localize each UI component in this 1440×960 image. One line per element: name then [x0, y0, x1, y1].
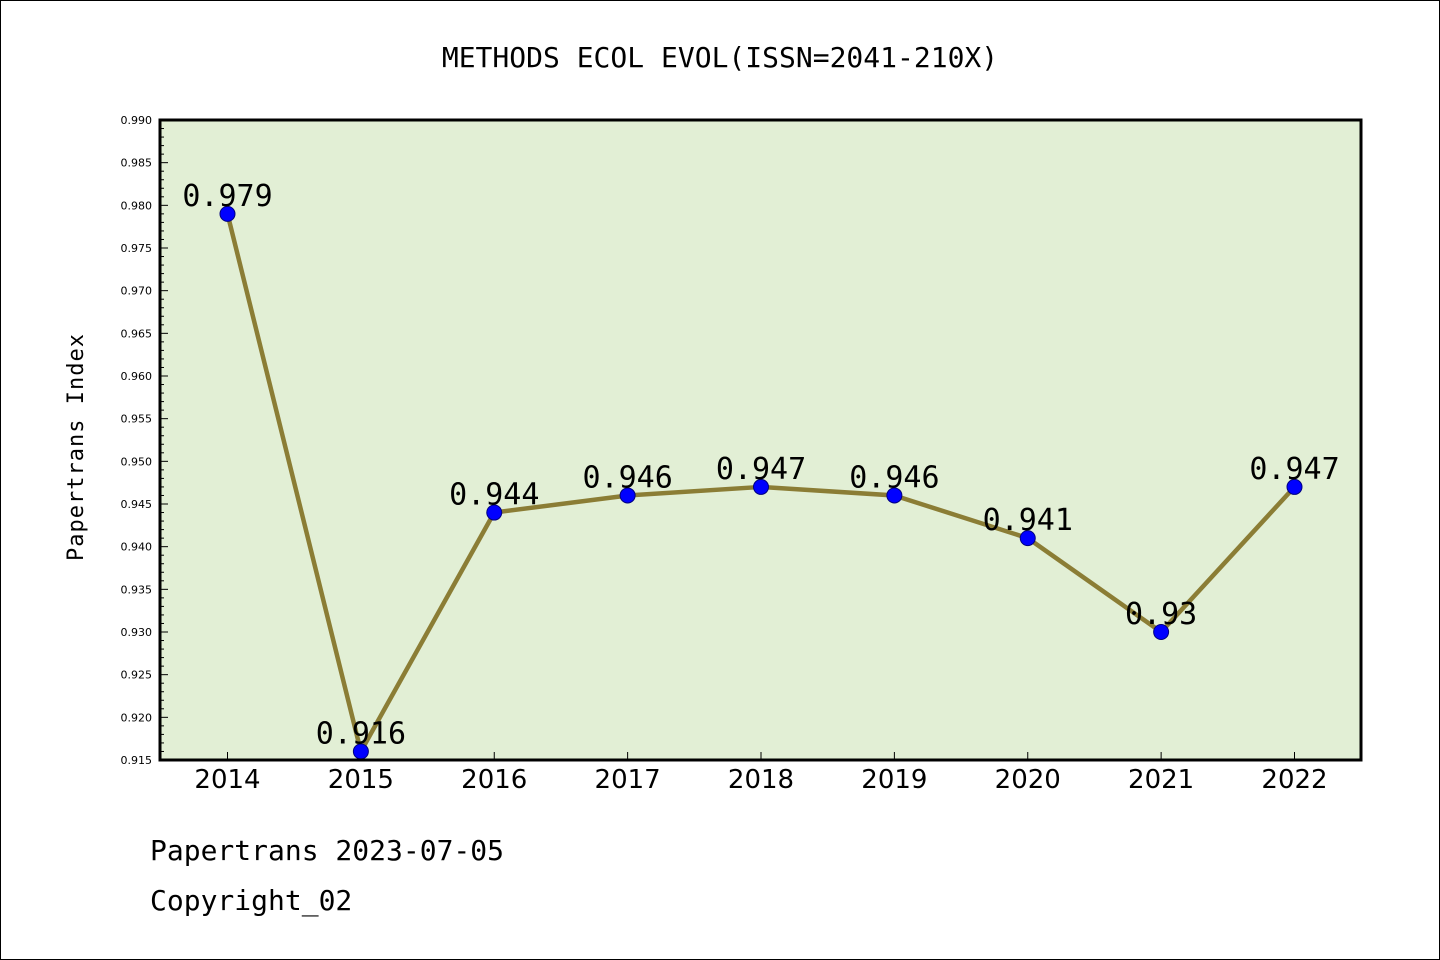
data-label: 0.93: [1125, 597, 1197, 632]
data-point: [753, 478, 769, 495]
data-point: [619, 487, 636, 504]
y-axis-label: Papertrans Index: [64, 333, 89, 561]
footer-source: Papertrans 2023-07-05: [150, 834, 505, 867]
y-tick-label: 0.930: [121, 626, 153, 639]
y-tick-label: 0.975: [121, 242, 153, 255]
chart-title: METHODS ECOL EVOL(ISSN=2041-210X): [442, 41, 998, 74]
y-tick-label: 0.970: [121, 285, 153, 298]
y-tick-label: 0.990: [121, 114, 153, 127]
y-tick-label: 0.915: [121, 754, 153, 767]
y-tick-label: 0.980: [121, 199, 153, 212]
y-tick-label: 0.945: [121, 498, 153, 511]
y-tick-label: 0.965: [121, 327, 153, 340]
data-point: [1286, 478, 1303, 495]
y-tick-label: 0.935: [121, 583, 153, 596]
x-tick-label: 2020: [995, 765, 1061, 795]
y-tick-label: 0.925: [121, 669, 153, 682]
data-point: [1153, 624, 1170, 640]
x-tick-label: 2022: [1261, 765, 1327, 795]
data-label: 0.947: [1249, 452, 1339, 487]
data-label: 0.944: [449, 478, 539, 513]
x-tick-label: 2019: [861, 765, 927, 795]
data-point: [486, 504, 503, 521]
data-label: 0.946: [582, 460, 672, 495]
data-label: 0.916: [316, 716, 406, 751]
y-tick-label: 0.955: [121, 413, 153, 426]
data-point: [1019, 530, 1036, 547]
y-tick-label: 0.985: [121, 157, 153, 170]
plot-area: [160, 120, 1361, 760]
plot-border: [158, 118, 1363, 762]
data-label: 0.979: [182, 179, 272, 214]
series-line: 0.979 0.916 0.944 0.946 0.947 0.946 0.941 0.93 0…: [182, 179, 1340, 760]
x-tick-label: 2021: [1128, 765, 1194, 795]
y-tick-label: 0.950: [121, 455, 153, 468]
x-tick-label: 2017: [595, 765, 661, 795]
y-tick-label: 0.940: [121, 541, 153, 554]
data-point: [886, 487, 903, 504]
x-tick-label: 2014: [194, 765, 260, 795]
x-tick-label: 2018: [728, 765, 794, 795]
x-tick-label: 2015: [328, 765, 394, 795]
data-label: 0.941: [983, 503, 1073, 538]
footer-copyright: Copyright_02: [150, 884, 353, 917]
y-tick-label: 0.920: [121, 711, 153, 724]
x-tick-label: 2016: [461, 765, 527, 795]
data-point: [219, 205, 236, 222]
data-label: 0.947: [716, 452, 806, 487]
y-tick-label: 0.960: [121, 370, 153, 383]
data-label: 0.946: [849, 460, 939, 495]
y-axis-ticks: 0.915 0.920 0.925 0.930 0.935 0.940 0.945 0.950…: [121, 114, 1328, 795]
